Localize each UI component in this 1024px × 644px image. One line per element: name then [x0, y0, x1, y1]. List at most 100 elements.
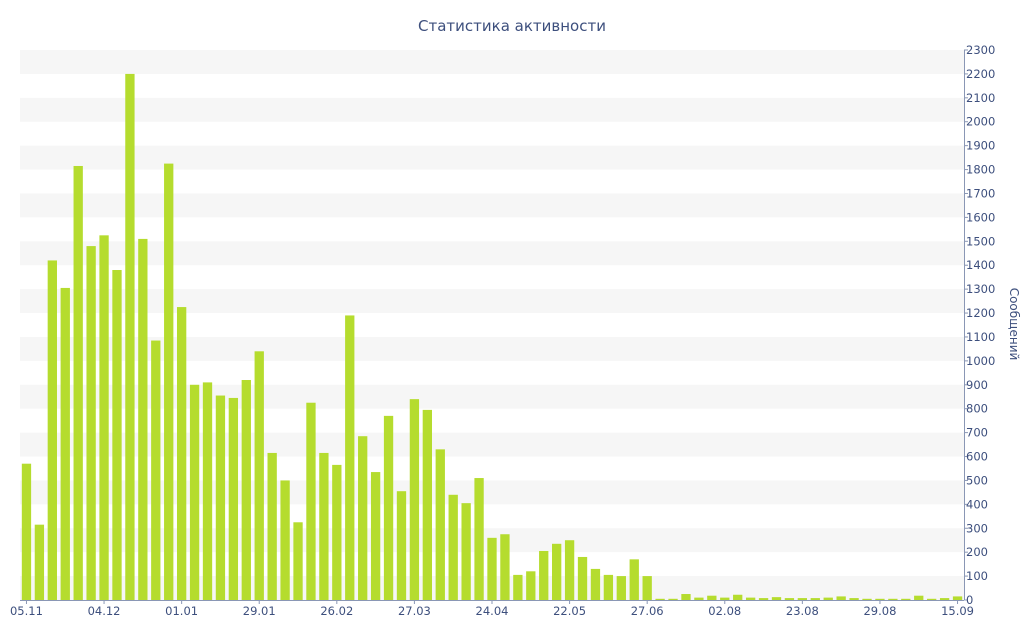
bar [642, 576, 652, 600]
y-tick-label: 1600 [966, 210, 995, 224]
x-tick-label: 15.09 [941, 604, 974, 618]
bar [564, 540, 575, 600]
bar [358, 436, 368, 600]
bar [99, 235, 109, 600]
y-tick-label: 600 [966, 450, 988, 464]
bar [758, 598, 769, 600]
bar [370, 472, 381, 600]
bar [176, 307, 187, 600]
bar [927, 598, 937, 600]
y-tick-label: 100 [966, 569, 988, 583]
y-tick-label: 400 [966, 497, 988, 511]
y-tick-label: 2300 [966, 43, 995, 57]
grid-band [20, 432, 964, 457]
bar [771, 597, 782, 600]
bar [189, 384, 200, 600]
bar-series [21, 73, 963, 601]
x-tick-label: 27.03 [398, 604, 431, 618]
bar [73, 165, 83, 600]
y-axis-label: Сообщений [1007, 288, 1021, 361]
bar [745, 597, 756, 600]
chart-title: Статистика активности [418, 17, 606, 35]
y-tick-label: 700 [966, 426, 988, 440]
x-tick-label: 02.08 [708, 604, 741, 618]
bar [280, 480, 290, 600]
bar [164, 163, 174, 600]
x-tick-label: 01.01 [165, 604, 198, 618]
y-tick-label: 300 [966, 521, 988, 535]
bar [267, 452, 277, 600]
bar [914, 595, 924, 600]
y-axis: 0 100 200 300 400 500 600 700 800 900 1000 1100 1200… [964, 43, 995, 607]
bar [396, 491, 407, 600]
y-tick-label: 500 [966, 473, 988, 487]
bar [784, 598, 795, 600]
bar [202, 382, 213, 600]
bar [409, 399, 420, 600]
y-tick-label: 1400 [966, 258, 995, 272]
grid-band [20, 145, 964, 170]
bar [952, 596, 963, 600]
y-tick-label: 0 [966, 593, 973, 607]
bar [655, 598, 665, 600]
bar [875, 598, 885, 600]
grid-bands [20, 50, 964, 600]
bar [552, 543, 562, 600]
bar [241, 380, 251, 600]
grid-band [20, 97, 964, 122]
bar [332, 464, 342, 600]
x-tick-label: 23.08 [786, 604, 819, 618]
bar [526, 571, 536, 600]
bar [823, 597, 833, 600]
y-tick-label: 1200 [966, 306, 995, 320]
bar [603, 574, 614, 600]
bar [34, 524, 45, 600]
bar [254, 351, 264, 600]
y-tick-label: 800 [966, 402, 988, 416]
y-tick-label: 1000 [966, 354, 995, 368]
bar [513, 574, 523, 600]
grid-band [20, 480, 964, 505]
bar [474, 478, 484, 600]
bar [629, 559, 639, 600]
bar [577, 556, 588, 600]
x-tick-label: 27.06 [631, 604, 664, 618]
y-tick-label: 1800 [966, 163, 995, 177]
bar [60, 287, 70, 600]
bar [21, 463, 32, 600]
x-tick-label: 29.08 [863, 604, 896, 618]
x-tick-label: 24.04 [476, 604, 509, 618]
bar [707, 595, 717, 600]
bar [616, 576, 626, 600]
y-tick-label: 1900 [966, 139, 995, 153]
bar [319, 452, 329, 600]
grid-band [20, 289, 964, 314]
bar [112, 270, 122, 600]
grid-band [20, 384, 964, 409]
y-tick-label: 1300 [966, 282, 995, 296]
grid-band [20, 241, 964, 266]
x-tick-label: 04.12 [88, 604, 121, 618]
bar [733, 594, 743, 600]
bar [539, 550, 549, 600]
bar [849, 598, 859, 600]
bar [306, 402, 316, 600]
y-tick-label: 200 [966, 545, 988, 559]
y-tick-label: 2100 [966, 91, 995, 105]
y-tick-label: 2200 [966, 67, 995, 81]
bar [939, 598, 950, 600]
bar [151, 340, 161, 600]
y-tick-label: 1500 [966, 234, 995, 248]
bar [694, 597, 704, 600]
bar [228, 397, 239, 600]
x-tick-label: 05.11 [10, 604, 43, 618]
y-tick-label: 2000 [966, 115, 995, 129]
bar [487, 537, 497, 600]
bar [86, 246, 96, 600]
grid-band [20, 336, 964, 361]
bar [810, 598, 820, 600]
grid-band [20, 193, 964, 218]
bar [901, 598, 911, 600]
